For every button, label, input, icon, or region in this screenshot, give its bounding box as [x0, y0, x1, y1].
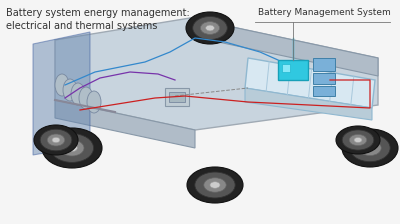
Ellipse shape: [42, 128, 102, 168]
Bar: [169, 92, 185, 102]
Ellipse shape: [349, 134, 367, 146]
Ellipse shape: [52, 137, 60, 143]
Ellipse shape: [186, 12, 234, 44]
Bar: [313, 58, 335, 71]
Ellipse shape: [354, 138, 362, 142]
Ellipse shape: [55, 74, 69, 96]
Ellipse shape: [47, 134, 65, 146]
Ellipse shape: [87, 91, 101, 113]
Text: Battery Management System: Battery Management System: [258, 8, 391, 17]
Ellipse shape: [193, 17, 227, 39]
Ellipse shape: [350, 134, 390, 162]
Ellipse shape: [79, 87, 93, 109]
Polygon shape: [55, 100, 195, 148]
Ellipse shape: [50, 134, 94, 162]
Bar: [282, 64, 290, 72]
Text: Battery system energy management:
electrical and thermal systems: Battery system energy management: electr…: [6, 8, 190, 31]
Ellipse shape: [195, 172, 235, 198]
Polygon shape: [245, 58, 375, 108]
Ellipse shape: [206, 25, 214, 31]
Ellipse shape: [34, 125, 78, 155]
Ellipse shape: [365, 144, 375, 151]
Ellipse shape: [336, 126, 380, 154]
Polygon shape: [33, 32, 90, 155]
Ellipse shape: [71, 83, 85, 105]
Polygon shape: [245, 88, 372, 120]
Ellipse shape: [342, 129, 398, 167]
Ellipse shape: [359, 140, 381, 156]
Bar: [278, 60, 308, 80]
Polygon shape: [190, 18, 378, 76]
Bar: [165, 88, 189, 106]
Ellipse shape: [204, 178, 226, 192]
Ellipse shape: [63, 79, 77, 101]
Bar: [313, 86, 335, 96]
Bar: [313, 73, 335, 84]
Ellipse shape: [200, 22, 220, 34]
Ellipse shape: [187, 167, 243, 203]
Ellipse shape: [60, 140, 84, 156]
Ellipse shape: [40, 129, 72, 151]
Ellipse shape: [342, 130, 374, 150]
Ellipse shape: [210, 182, 220, 188]
Ellipse shape: [66, 144, 78, 152]
Polygon shape: [55, 18, 378, 130]
